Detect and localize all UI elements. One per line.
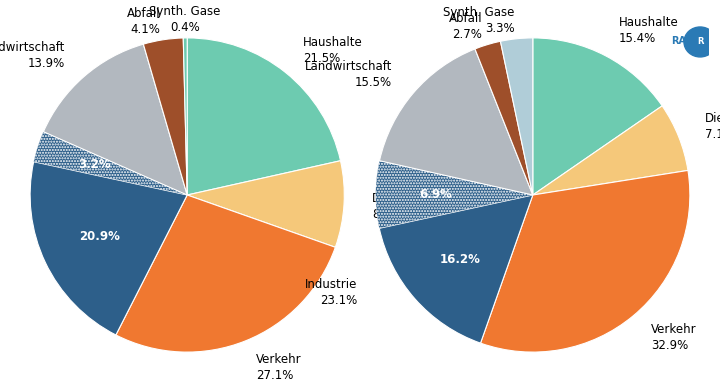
Text: 3.2%: 3.2% bbox=[78, 158, 111, 171]
Text: 20.9%: 20.9% bbox=[78, 230, 120, 243]
Wedge shape bbox=[187, 161, 344, 247]
Text: Abfall
4.1%: Abfall 4.1% bbox=[127, 7, 161, 35]
Text: Haushalte
21.5%: Haushalte 21.5% bbox=[303, 36, 363, 65]
Wedge shape bbox=[43, 44, 187, 195]
Circle shape bbox=[684, 27, 716, 57]
Text: Landwirtschaft
15.5%: Landwirtschaft 15.5% bbox=[305, 60, 392, 89]
Wedge shape bbox=[143, 38, 187, 195]
Text: R: R bbox=[697, 37, 703, 46]
Wedge shape bbox=[379, 195, 533, 343]
Wedge shape bbox=[480, 170, 690, 352]
Text: Verkehr
27.1%: Verkehr 27.1% bbox=[256, 353, 302, 382]
Text: Abfall
2.7%: Abfall 2.7% bbox=[449, 12, 482, 41]
Wedge shape bbox=[500, 38, 533, 195]
Text: Landwirtschaft
13.9%: Landwirtschaft 13.9% bbox=[0, 41, 65, 70]
Wedge shape bbox=[30, 162, 187, 335]
Wedge shape bbox=[533, 38, 662, 195]
Text: 6.9%: 6.9% bbox=[419, 188, 452, 201]
Wedge shape bbox=[376, 161, 533, 228]
Wedge shape bbox=[379, 49, 533, 195]
Text: Dienstleistung
7.1%: Dienstleistung 7.1% bbox=[705, 112, 720, 141]
Wedge shape bbox=[475, 41, 533, 195]
Wedge shape bbox=[184, 38, 187, 195]
Text: Synth. Gase
3.3%: Synth. Gase 3.3% bbox=[444, 5, 515, 34]
Text: Dienstleistungen
8.9%: Dienstleistungen 8.9% bbox=[372, 191, 472, 221]
Text: Verkehr
32.9%: Verkehr 32.9% bbox=[652, 323, 697, 352]
Text: 16.2%: 16.2% bbox=[439, 253, 480, 266]
Text: Synth. Gase
0.4%: Synth. Gase 0.4% bbox=[149, 5, 220, 34]
Wedge shape bbox=[533, 106, 688, 195]
Wedge shape bbox=[187, 38, 341, 195]
Text: RAPP: RAPP bbox=[672, 35, 701, 46]
Text: Industrie
23.1%: Industrie 23.1% bbox=[305, 278, 357, 307]
Wedge shape bbox=[116, 195, 336, 352]
Text: Haushalte
15.4%: Haushalte 15.4% bbox=[619, 16, 679, 45]
Wedge shape bbox=[34, 132, 187, 195]
